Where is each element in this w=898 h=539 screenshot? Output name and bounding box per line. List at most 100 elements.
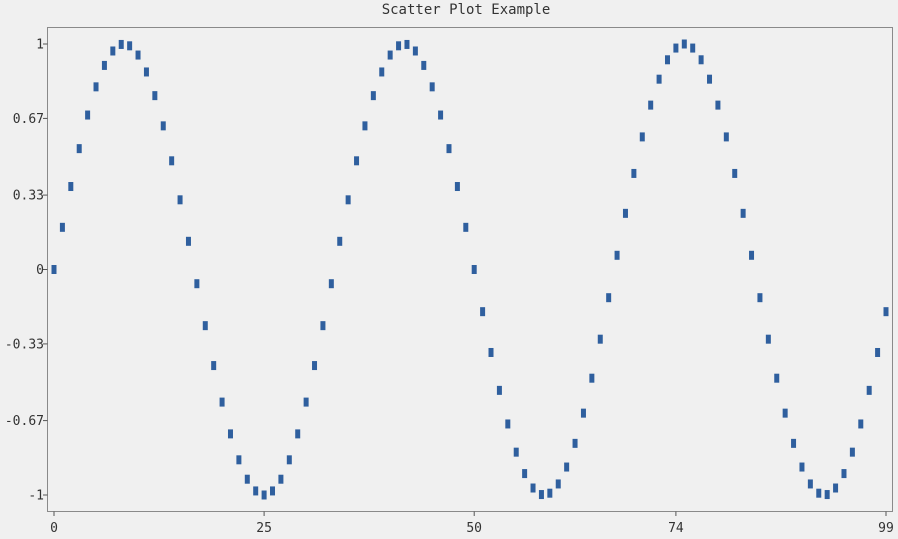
data-point [530, 483, 536, 493]
data-point [505, 419, 511, 429]
data-point [370, 91, 376, 101]
data-point [656, 74, 662, 84]
data-point [664, 55, 670, 65]
data-point [606, 293, 612, 303]
data-point [824, 490, 830, 500]
data-point [875, 347, 881, 357]
data-point [110, 46, 116, 56]
data-point [774, 373, 780, 383]
data-point [354, 156, 360, 166]
y-tick-label: 0.33 [13, 189, 44, 204]
data-point [496, 385, 502, 395]
data-point [169, 156, 175, 166]
data-point [849, 447, 855, 457]
x-tick-label: 99 [878, 521, 894, 536]
data-point [538, 490, 544, 500]
data-point [202, 321, 208, 331]
data-point [320, 321, 326, 331]
y-tick-label: -0.67 [5, 414, 44, 429]
data-point [622, 208, 628, 218]
data-point [816, 488, 822, 498]
data-point [673, 43, 679, 53]
data-point [421, 60, 427, 70]
y-tick-label: 1 [36, 38, 44, 53]
data-point [429, 82, 435, 92]
data-point [387, 50, 393, 60]
data-point [454, 182, 460, 192]
data-point [295, 429, 301, 439]
data-point [690, 43, 696, 53]
data-point [572, 438, 578, 448]
data-point [639, 132, 645, 142]
data-point [715, 100, 721, 110]
data-point [732, 168, 738, 178]
plot-area [47, 27, 893, 512]
data-point [59, 222, 65, 232]
data-point [858, 419, 864, 429]
data-point [127, 41, 133, 51]
data-point [480, 307, 486, 317]
data-point [211, 361, 217, 371]
x-axis: 0 25 50 74 99 [50, 511, 894, 536]
data-point [446, 144, 452, 154]
data-point [749, 250, 755, 260]
data-point [799, 462, 805, 472]
data-point [791, 438, 797, 448]
data-point [261, 490, 267, 500]
data-point [396, 41, 402, 51]
data-point [68, 182, 74, 192]
data-point [345, 195, 351, 205]
data-point [681, 39, 687, 49]
data-point [362, 121, 368, 131]
y-axis: 1 0.67 0.33 0 -0.33 -0.67 -1 [5, 38, 48, 504]
data-point [185, 236, 191, 246]
data-point [278, 474, 284, 484]
y-tick-label: -0.33 [5, 337, 44, 352]
data-point [152, 91, 158, 101]
data-point [177, 195, 183, 205]
data-point [883, 307, 889, 317]
data-point [404, 39, 410, 49]
data-point [765, 334, 771, 344]
data-point [194, 279, 200, 289]
data-point [564, 462, 570, 472]
x-tick-label: 74 [668, 521, 684, 536]
data-point [438, 110, 444, 120]
data-point [379, 67, 385, 77]
data-point [698, 55, 704, 65]
data-point [160, 121, 166, 131]
data-point [522, 469, 528, 479]
data-point [236, 455, 242, 465]
data-point [589, 373, 595, 383]
x-tick-label: 50 [466, 521, 482, 536]
data-points [51, 39, 889, 500]
data-point [286, 455, 292, 465]
x-tick-label: 25 [256, 521, 272, 536]
data-point [740, 208, 746, 218]
y-tick-label: 0.67 [13, 112, 44, 127]
data-point [614, 250, 620, 260]
data-point [648, 100, 654, 110]
data-point [253, 486, 259, 496]
data-point [580, 408, 586, 418]
y-tick-label: -1 [28, 489, 44, 504]
data-point [807, 479, 813, 489]
data-point [513, 447, 519, 457]
data-point [143, 67, 149, 77]
data-point [303, 397, 309, 407]
data-point [866, 385, 872, 395]
data-point [757, 293, 763, 303]
data-point [118, 39, 124, 49]
chart-title: Scatter Plot Example [382, 2, 551, 18]
data-point [833, 483, 839, 493]
data-point [101, 60, 107, 70]
data-point [782, 408, 788, 418]
data-point [270, 486, 276, 496]
data-point [51, 265, 57, 274]
y-tick-label: 0 [36, 263, 44, 278]
data-point [841, 469, 847, 479]
data-point [135, 50, 141, 60]
data-point [219, 397, 225, 407]
data-point [337, 236, 343, 246]
